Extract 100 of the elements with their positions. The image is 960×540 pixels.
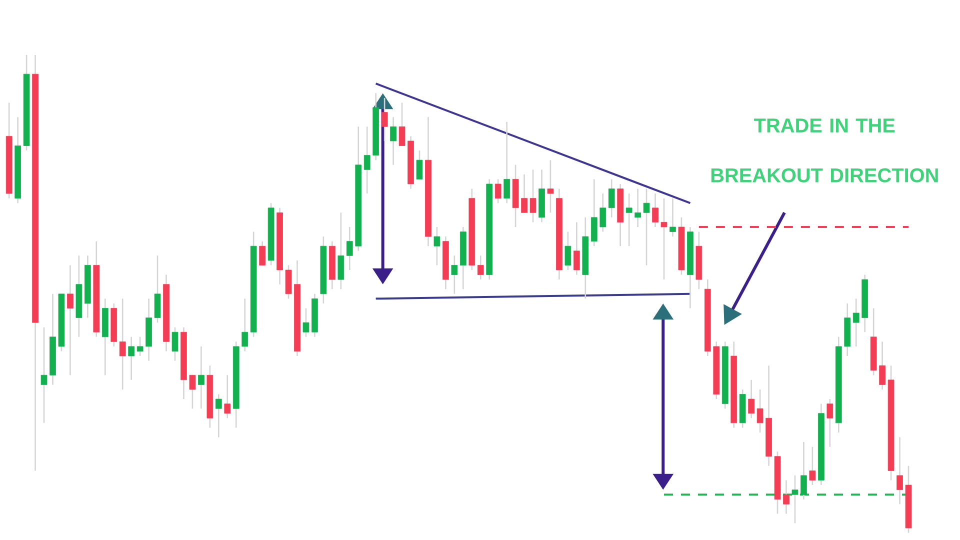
candlestick bbox=[416, 150, 423, 180]
candlestick bbox=[852, 298, 860, 348]
candlestick bbox=[285, 264, 292, 300]
candlestick bbox=[617, 183, 624, 247]
candlestick bbox=[756, 388, 764, 434]
candlestick bbox=[390, 116, 396, 166]
candlestick bbox=[154, 255, 161, 324]
candlestick bbox=[556, 188, 562, 280]
candlestick bbox=[102, 298, 108, 376]
candlestick bbox=[198, 346, 204, 410]
candlestick bbox=[704, 278, 711, 357]
candlestick bbox=[468, 188, 476, 271]
candlestick bbox=[338, 212, 344, 290]
candlestick bbox=[119, 298, 126, 390]
candlestick bbox=[110, 302, 118, 348]
candlestick bbox=[809, 446, 816, 486]
candlestick bbox=[67, 264, 74, 376]
candlestick bbox=[504, 121, 510, 204]
candlestick bbox=[268, 202, 274, 266]
candlestick bbox=[76, 255, 82, 338]
candlestick bbox=[477, 255, 484, 280]
candlestick bbox=[372, 92, 379, 161]
candlestick bbox=[652, 192, 658, 228]
candlestick bbox=[250, 231, 257, 338]
candlestick bbox=[206, 364, 214, 428]
candlestick bbox=[146, 298, 152, 362]
candlestick bbox=[259, 240, 266, 266]
candlestick bbox=[224, 374, 231, 419]
candlestick bbox=[896, 436, 903, 505]
candlestick bbox=[582, 216, 589, 300]
candlestick bbox=[826, 398, 834, 448]
candlestick bbox=[442, 236, 449, 290]
candlestick bbox=[276, 207, 283, 285]
candlestick bbox=[730, 341, 738, 428]
candlestick bbox=[32, 54, 38, 472]
candlestick bbox=[590, 178, 598, 247]
candlestick bbox=[818, 403, 824, 486]
candlestick bbox=[574, 222, 580, 276]
candlestick bbox=[844, 302, 851, 357]
candlestick bbox=[521, 174, 528, 213]
candlestick bbox=[23, 54, 30, 152]
candlestick bbox=[451, 255, 458, 295]
candlestick bbox=[189, 374, 196, 410]
candlestick bbox=[302, 308, 310, 338]
candlestick bbox=[425, 116, 432, 247]
candlestick bbox=[512, 164, 519, 228]
candlestick bbox=[739, 388, 746, 428]
text: TRADE IN THE BREAKOUT DIRECTION bbox=[711, 118, 938, 182]
candlestick bbox=[634, 188, 641, 228]
candlestick bbox=[355, 126, 362, 252]
candlestick bbox=[626, 192, 632, 247]
candlestick bbox=[312, 293, 318, 338]
candlestick bbox=[364, 126, 370, 194]
candlestick bbox=[696, 231, 702, 290]
candlestick bbox=[232, 341, 240, 428]
candlestick bbox=[748, 379, 754, 419]
candlestick bbox=[40, 326, 48, 424]
candlestick bbox=[687, 226, 694, 309]
candlestick bbox=[494, 178, 502, 204]
candlestick bbox=[136, 336, 144, 357]
candlestick bbox=[530, 168, 536, 223]
candlestick bbox=[346, 226, 353, 271]
candlestick bbox=[180, 326, 187, 400]
candlestick bbox=[835, 336, 842, 434]
candlestick bbox=[538, 168, 545, 223]
candlestick bbox=[6, 102, 12, 199]
candlestick bbox=[600, 192, 606, 232]
candlestick bbox=[564, 231, 572, 271]
candlestick bbox=[862, 274, 868, 333]
candlestick bbox=[128, 336, 134, 381]
candlestick bbox=[879, 341, 886, 390]
candlestick bbox=[678, 216, 685, 276]
candlestick bbox=[870, 308, 877, 376]
candlestick bbox=[320, 236, 327, 304]
candlestick bbox=[294, 260, 300, 357]
candlestick bbox=[800, 441, 807, 500]
candlestick bbox=[242, 298, 248, 352]
candlestick bbox=[660, 198, 668, 280]
candlestick bbox=[792, 474, 798, 524]
candlestick bbox=[774, 450, 781, 514]
candlestick bbox=[670, 198, 676, 238]
candlestick bbox=[643, 188, 650, 266]
candlestick bbox=[888, 364, 894, 481]
candlestick bbox=[329, 240, 336, 290]
candlestick bbox=[84, 255, 91, 318]
candlestick bbox=[766, 364, 772, 467]
candlestick bbox=[486, 178, 493, 280]
candlestick bbox=[14, 116, 21, 204]
candlestick bbox=[163, 274, 170, 352]
candlestick bbox=[408, 136, 414, 190]
candlestick bbox=[783, 480, 790, 514]
candlestick bbox=[460, 226, 466, 290]
candlestick bbox=[172, 326, 178, 362]
candlestick bbox=[608, 178, 615, 218]
candlestick bbox=[215, 394, 222, 438]
candlestick bbox=[547, 159, 554, 214]
candlestick bbox=[50, 293, 56, 386]
candlestick bbox=[905, 465, 912, 534]
candlestick bbox=[93, 240, 100, 338]
candlestick bbox=[398, 102, 406, 146]
